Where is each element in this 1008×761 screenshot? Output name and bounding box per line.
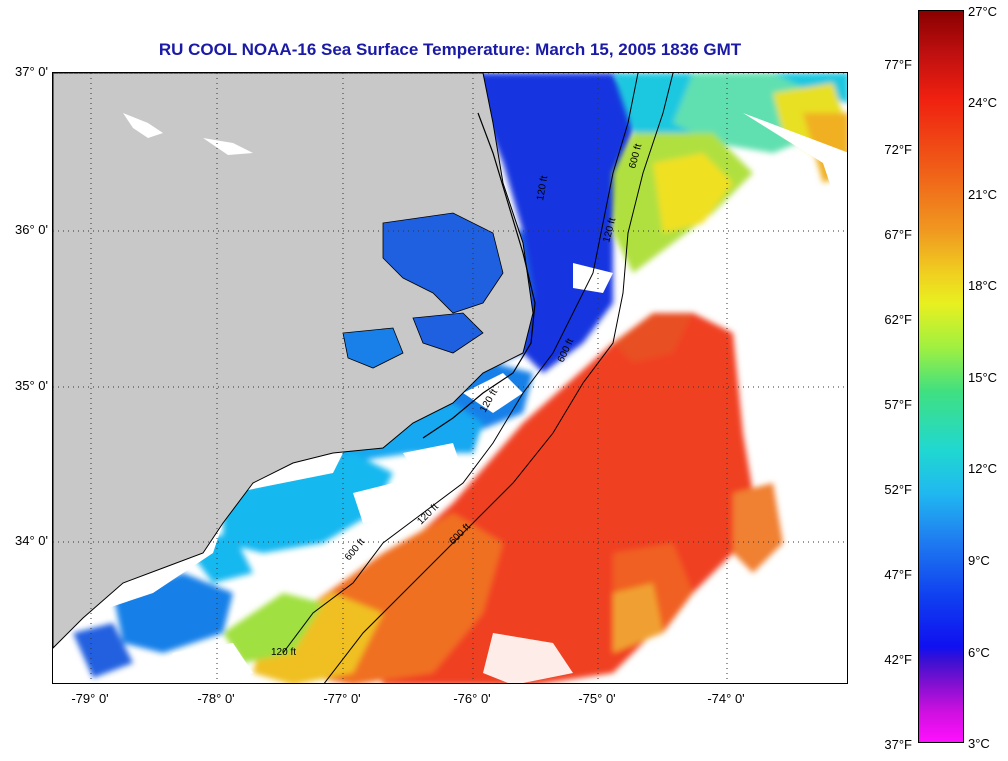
contour-600ft — [323, 73, 674, 683]
contour-120ft — [282, 73, 639, 654]
temperature-colorbar — [918, 10, 964, 743]
sst-map-graphic: 120 ft 600 ft 120 ft 600 ft 120 ft 600 f… — [53, 73, 847, 683]
colorbar-fahrenheit-label: 72°F — [884, 142, 912, 157]
colorbar-celsius-label: 24°C — [968, 95, 998, 110]
northeast-water-region — [613, 73, 847, 273]
land-mass — [53, 73, 534, 649]
colorbar-celsius-label: 3°C — [968, 736, 990, 751]
barrier-island-line — [422, 112, 536, 439]
colorbar-celsius-label: 21°C — [968, 187, 998, 202]
lon-label: -76° 0' — [453, 691, 491, 706]
lat-label: 35° 0' — [15, 378, 48, 393]
lon-label: -74° 0' — [707, 691, 745, 706]
lat-label: 34° 0' — [15, 533, 48, 548]
colorbar-celsius-label: 18°C — [968, 278, 998, 293]
graticule — [53, 73, 847, 683]
lon-label: -77° 0' — [323, 691, 361, 706]
lon-label: -79° 0' — [71, 691, 109, 706]
colorbar-celsius-label: 9°C — [968, 553, 990, 568]
inland-lakes — [123, 113, 253, 155]
colorbar-celsius-label: 12°C — [968, 461, 998, 476]
colorbar-fahrenheit-label: 52°F — [884, 482, 912, 497]
colorbar-fahrenheit-label: 42°F — [884, 652, 912, 667]
bathymetry-contours — [282, 73, 674, 683]
contour-label: 120 ft — [535, 175, 550, 202]
chart-title: RU COOL NOAA-16 Sea Surface Temperature:… — [158, 40, 742, 59]
sst-map: 120 ft 600 ft 120 ft 600 ft 120 ft 600 f… — [52, 72, 848, 684]
colorbar-fahrenheit-label: 77°F — [884, 57, 912, 72]
contour-label: 120 ft — [271, 647, 296, 658]
lat-label: 37° 0' — [15, 64, 48, 79]
lon-label: -78° 0' — [197, 691, 235, 706]
lon-label: -75° 0' — [578, 691, 616, 706]
colorbar-fahrenheit-label: 62°F — [884, 312, 912, 327]
lat-label: 36° 0' — [15, 222, 48, 237]
colorbar-fahrenheit-label: 37°F — [884, 737, 912, 752]
colorbar-fahrenheit-label: 57°F — [884, 397, 912, 412]
colorbar-celsius-label: 6°C — [968, 645, 990, 660]
colorbar-celsius-label: 15°C — [968, 370, 998, 385]
colorbar-fahrenheit-label: 67°F — [884, 227, 912, 242]
colorbar-fahrenheit-label: 47°F — [884, 567, 912, 582]
colorbar-celsius-label: 27°C — [968, 4, 998, 19]
